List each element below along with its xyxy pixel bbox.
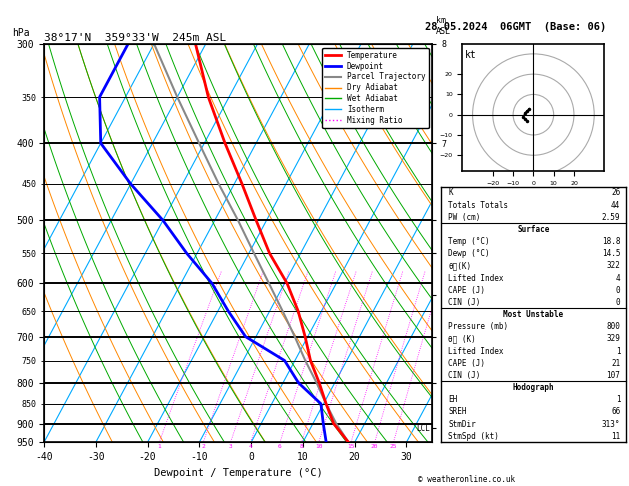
Text: 11: 11 — [611, 432, 620, 441]
Text: Totals Totals: Totals Totals — [448, 201, 508, 209]
Text: 10: 10 — [315, 444, 323, 449]
Text: 329: 329 — [606, 334, 620, 343]
Text: Lifted Index: Lifted Index — [448, 274, 504, 282]
Text: 4: 4 — [248, 444, 252, 449]
Text: 2: 2 — [201, 444, 205, 449]
Text: 107: 107 — [606, 371, 620, 380]
Text: SREH: SREH — [448, 407, 467, 417]
Text: hPa: hPa — [12, 28, 30, 38]
Text: θᴇ (K): θᴇ (K) — [448, 334, 476, 343]
Text: 1: 1 — [616, 347, 620, 356]
Text: © weatheronline.co.uk: © weatheronline.co.uk — [418, 474, 515, 484]
Text: Hodograph: Hodograph — [513, 383, 554, 392]
Text: Surface: Surface — [517, 225, 550, 234]
Text: StmSpd (kt): StmSpd (kt) — [448, 432, 499, 441]
Text: 0: 0 — [616, 298, 620, 307]
Text: PW (cm): PW (cm) — [448, 213, 481, 222]
Text: 28.05.2024  06GMT  (Base: 06): 28.05.2024 06GMT (Base: 06) — [425, 22, 606, 32]
Text: 800: 800 — [606, 322, 620, 331]
Text: km
ASL: km ASL — [437, 17, 451, 36]
Text: StmDir: StmDir — [448, 419, 476, 429]
Text: Pressure (mb): Pressure (mb) — [448, 322, 508, 331]
Text: 20: 20 — [371, 444, 379, 449]
Text: Temp (°C): Temp (°C) — [448, 237, 490, 246]
Text: 18.8: 18.8 — [602, 237, 620, 246]
Text: 313°: 313° — [602, 419, 620, 429]
Text: CIN (J): CIN (J) — [448, 371, 481, 380]
Text: 66: 66 — [611, 407, 620, 417]
X-axis label: Dewpoint / Temperature (°C): Dewpoint / Temperature (°C) — [154, 468, 323, 478]
Text: 322: 322 — [606, 261, 620, 270]
Text: Dewp (°C): Dewp (°C) — [448, 249, 490, 258]
Text: CIN (J): CIN (J) — [448, 298, 481, 307]
Text: Lifted Index: Lifted Index — [448, 347, 504, 356]
Text: 15: 15 — [347, 444, 355, 449]
Text: 26: 26 — [611, 189, 620, 197]
Text: 8: 8 — [299, 444, 303, 449]
Text: 1: 1 — [157, 444, 161, 449]
Text: 1: 1 — [616, 395, 620, 404]
Text: 6: 6 — [278, 444, 282, 449]
Text: K: K — [448, 189, 453, 197]
Text: 25: 25 — [390, 444, 398, 449]
Text: 0: 0 — [616, 286, 620, 295]
Legend: Temperature, Dewpoint, Parcel Trajectory, Dry Adiabat, Wet Adiabat, Isotherm, Mi: Temperature, Dewpoint, Parcel Trajectory… — [323, 48, 428, 128]
Text: 38°17'N  359°33'W  245m ASL: 38°17'N 359°33'W 245m ASL — [44, 33, 226, 43]
Text: θᴇ(K): θᴇ(K) — [448, 261, 472, 270]
Text: EH: EH — [448, 395, 457, 404]
Text: 14.5: 14.5 — [602, 249, 620, 258]
Text: kt: kt — [464, 50, 476, 60]
Text: Most Unstable: Most Unstable — [503, 310, 564, 319]
Text: 2.59: 2.59 — [602, 213, 620, 222]
Text: LCL: LCL — [416, 424, 430, 433]
Y-axis label: Mixing Ratio (g/kg): Mixing Ratio (g/kg) — [448, 195, 457, 291]
Text: 4: 4 — [616, 274, 620, 282]
Text: 3: 3 — [229, 444, 233, 449]
Text: CAPE (J): CAPE (J) — [448, 286, 486, 295]
Text: 44: 44 — [611, 201, 620, 209]
Text: 21: 21 — [611, 359, 620, 368]
Text: CAPE (J): CAPE (J) — [448, 359, 486, 368]
